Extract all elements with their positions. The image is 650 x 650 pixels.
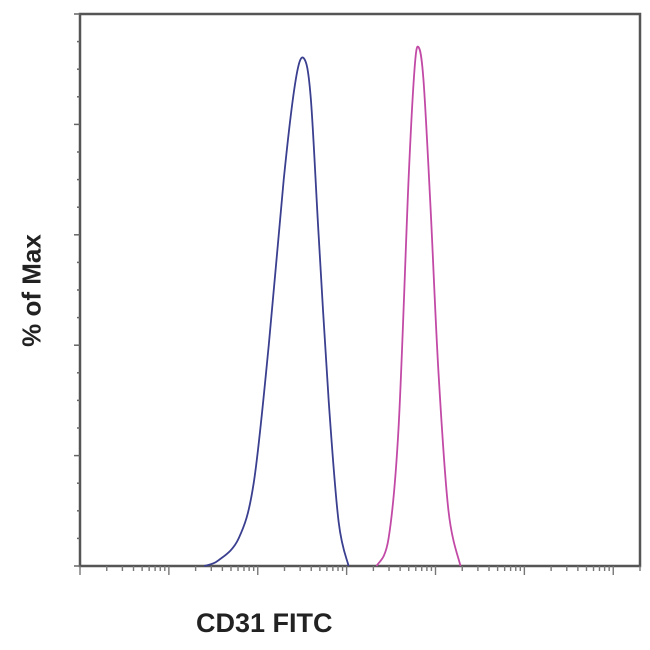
histogram-series-2 (375, 45, 462, 567)
axes (74, 12, 642, 575)
series-curves (203, 45, 462, 567)
x-axis-label: CD31 FITC (196, 608, 333, 638)
plot-frame (78, 12, 642, 568)
y-axis-label: % of Max (16, 234, 47, 347)
histogram-series-1 (203, 56, 350, 567)
